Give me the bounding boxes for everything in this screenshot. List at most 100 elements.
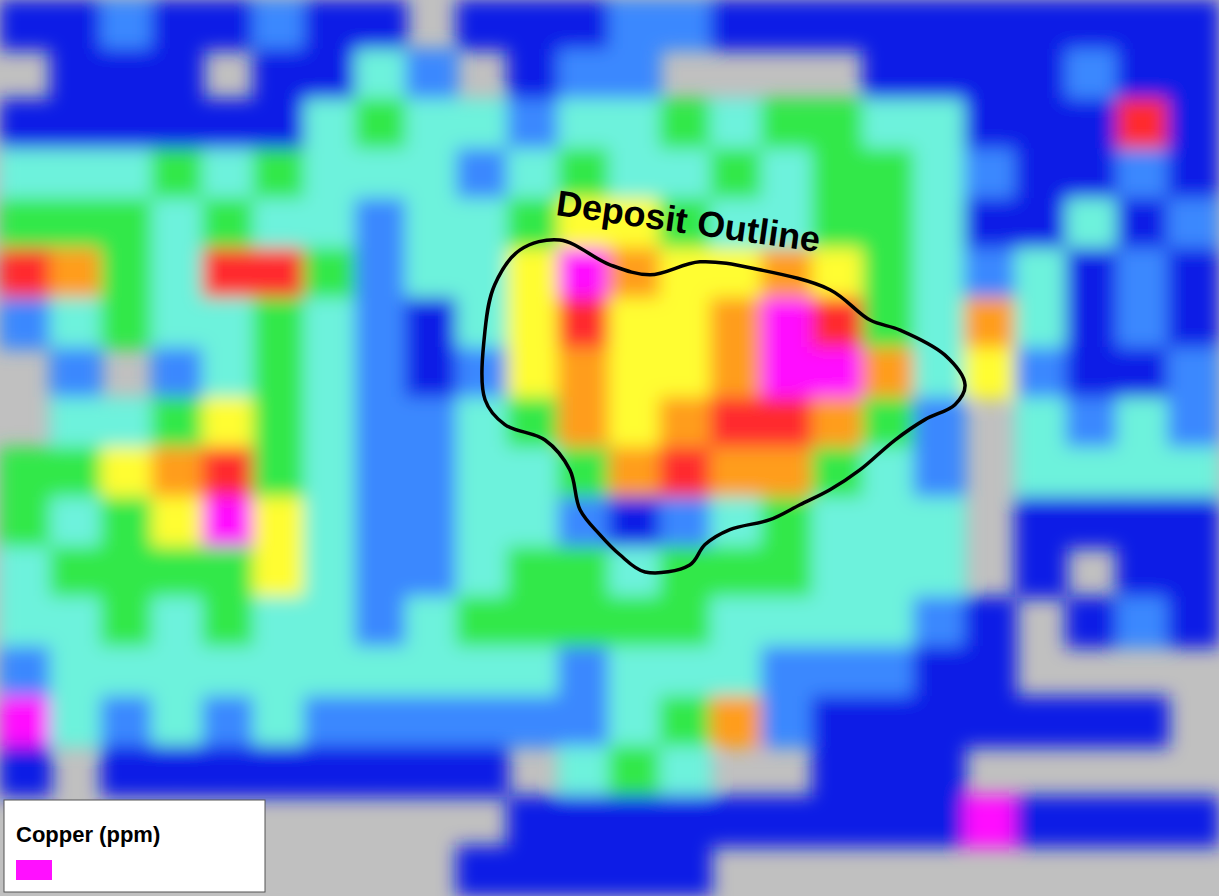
cell (507, 845, 560, 896)
cell (151, 497, 204, 549)
cell (710, 248, 763, 300)
cell (456, 0, 509, 51)
cell (304, 746, 357, 798)
cell (507, 497, 560, 549)
cell (812, 248, 865, 300)
cell (0, 447, 52, 499)
cell (913, 148, 966, 200)
cell (1116, 148, 1169, 200)
cell (101, 298, 154, 350)
cell (101, 99, 154, 151)
cell (253, 0, 306, 51)
cell (1066, 49, 1119, 101)
cell (304, 447, 357, 499)
cell (202, 696, 255, 748)
cell (710, 99, 763, 151)
cell (1167, 248, 1219, 300)
cell (151, 148, 204, 200)
cell (151, 596, 204, 648)
cell (659, 298, 712, 350)
cell (355, 397, 408, 449)
cell (812, 497, 865, 549)
cell (253, 547, 306, 599)
cell (913, 49, 966, 101)
cell (405, 596, 458, 648)
cell (101, 746, 154, 798)
cell (355, 497, 408, 549)
cell (1167, 148, 1219, 200)
cell (913, 198, 966, 250)
cell (456, 198, 509, 250)
cell (507, 0, 560, 51)
cell (1066, 148, 1119, 200)
cell (710, 547, 763, 599)
cell (456, 596, 509, 648)
cell (253, 148, 306, 200)
cell (355, 198, 408, 250)
cell (405, 746, 458, 798)
cell (456, 99, 509, 151)
cell (1116, 447, 1169, 499)
background (0, 0, 1219, 896)
cell (1015, 248, 1068, 300)
cell (304, 547, 357, 599)
cell (253, 497, 306, 549)
cell (913, 547, 966, 599)
cell (405, 347, 458, 399)
cell (507, 148, 560, 200)
cell (659, 845, 712, 896)
cell (1066, 347, 1119, 399)
cell (812, 646, 865, 698)
cell (202, 397, 255, 449)
cell (964, 248, 1017, 300)
cell (202, 447, 255, 499)
cell (558, 646, 611, 698)
cell (253, 347, 306, 399)
cell (355, 596, 408, 648)
cell (761, 298, 814, 350)
cell (558, 248, 611, 300)
cell (405, 298, 458, 350)
cell (1015, 298, 1068, 350)
cell (964, 347, 1017, 399)
cell (812, 547, 865, 599)
cell (202, 99, 255, 151)
cell (964, 49, 1017, 101)
cell (609, 49, 662, 101)
cell (812, 696, 865, 748)
cell (964, 99, 1017, 151)
cell (761, 547, 814, 599)
cell (101, 248, 154, 300)
cell (659, 696, 712, 748)
cell (355, 99, 408, 151)
cell (1066, 0, 1119, 51)
cell (101, 198, 154, 250)
cell (1015, 497, 1068, 549)
cell (202, 497, 255, 549)
cell (253, 397, 306, 449)
cell (862, 497, 915, 549)
cell (558, 596, 611, 648)
cell (710, 0, 763, 51)
cell (812, 0, 865, 51)
cell (355, 447, 408, 499)
cell (558, 99, 611, 151)
cell (913, 248, 966, 300)
cell (862, 0, 915, 51)
cell (1015, 0, 1068, 51)
cell (405, 148, 458, 200)
cell (151, 298, 204, 350)
cell (1116, 347, 1169, 399)
cell (964, 0, 1017, 51)
cell (1116, 547, 1169, 599)
cell (1167, 49, 1219, 101)
cell (609, 99, 662, 151)
cell (1167, 497, 1219, 549)
cell (304, 298, 357, 350)
cell (355, 248, 408, 300)
cell (1015, 148, 1068, 200)
cell (507, 696, 560, 748)
cell (659, 795, 712, 847)
annotation: Deposit Outline (554, 182, 823, 260)
cell (761, 795, 814, 847)
